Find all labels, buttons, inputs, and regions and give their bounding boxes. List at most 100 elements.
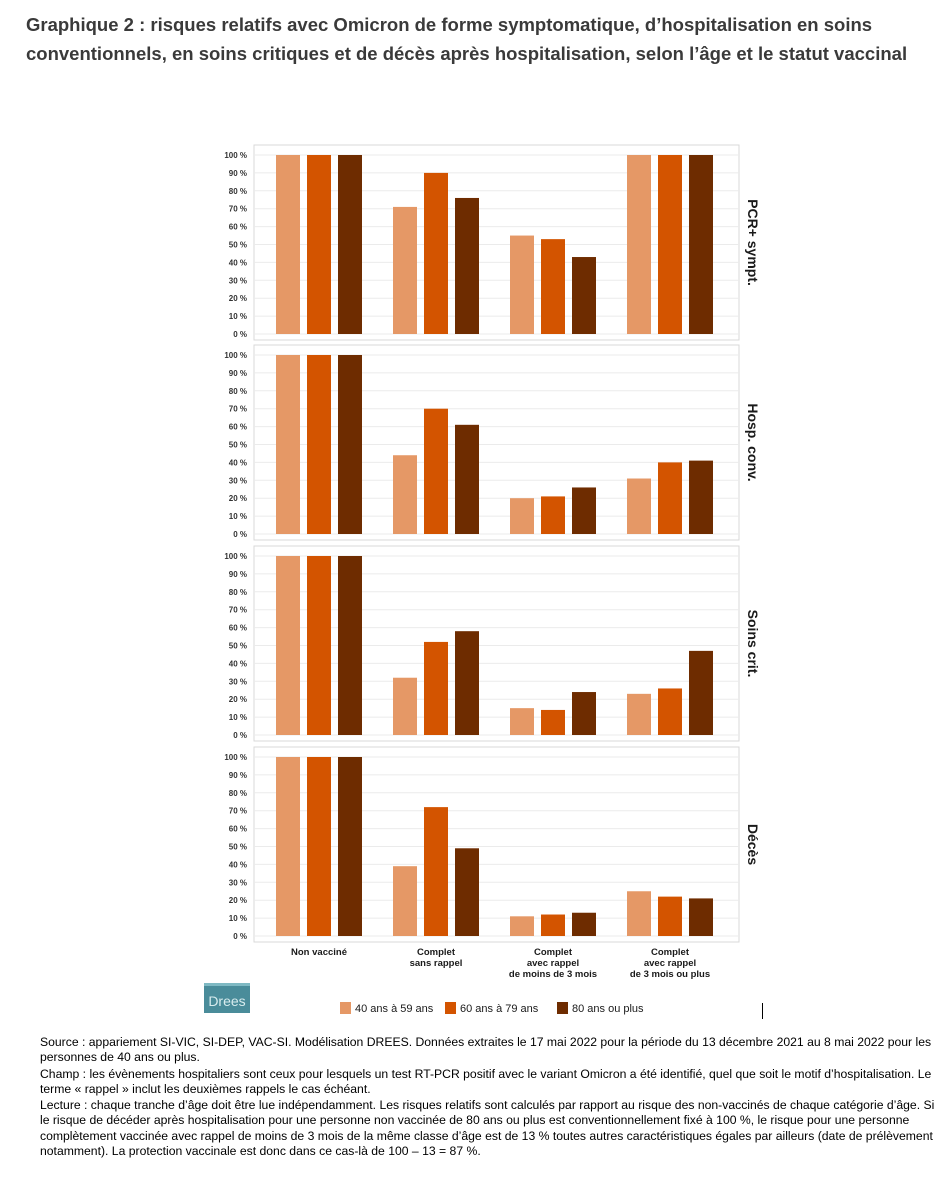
y-tick-label: 30 % [229, 878, 247, 887]
bar [541, 709, 565, 735]
bar [627, 693, 651, 735]
drees-logo: Drees [204, 983, 250, 1013]
y-tick-label: 10 % [229, 713, 247, 722]
bar [541, 914, 565, 936]
bar [393, 677, 417, 735]
x-tick-label: avec rappel [527, 958, 579, 969]
y-tick-label: 0 % [233, 330, 247, 339]
y-tick-label: 30 % [229, 276, 247, 285]
x-tick-label: de 3 mois ou plus [630, 969, 710, 980]
y-tick-label: 30 % [229, 677, 247, 686]
y-tick-label: 10 % [229, 914, 247, 923]
bar [689, 650, 713, 735]
bar [424, 172, 448, 334]
y-tick-label: 90 % [229, 570, 247, 579]
y-tick-label: 90 % [229, 771, 247, 780]
bar [338, 355, 362, 534]
bar [541, 496, 565, 534]
bar [627, 891, 651, 936]
y-tick-label: 70 % [229, 205, 247, 214]
x-tick-label: Complet [651, 947, 690, 958]
legend-label: 40 ans à 59 ans [355, 1003, 434, 1015]
x-tick-label: de moins de 3 mois [509, 969, 597, 980]
bar [627, 478, 651, 534]
y-tick-label: 80 % [229, 387, 247, 396]
bar [510, 498, 534, 534]
bar [393, 866, 417, 936]
bar [276, 355, 300, 534]
bar [455, 424, 479, 534]
x-tick-label: sans rappel [410, 958, 463, 969]
y-tick-label: 0 % [233, 731, 247, 740]
chart-notes: Source : appariement SI-VIC, SI-DEP, VAC… [40, 1035, 935, 1160]
y-tick-label: 60 % [229, 423, 247, 432]
legend-swatch [557, 1002, 568, 1014]
x-tick-label: Complet [417, 947, 456, 958]
bar [572, 257, 596, 334]
y-tick-label: 60 % [229, 624, 247, 633]
legend-swatch [445, 1002, 456, 1014]
legend-label: 80 ans ou plus [572, 1003, 644, 1015]
y-tick-label: 30 % [229, 476, 247, 485]
y-tick-label: 60 % [229, 825, 247, 834]
y-tick-label: 50 % [229, 241, 247, 250]
y-tick-label: 40 % [229, 258, 247, 267]
y-tick-label: 20 % [229, 896, 247, 905]
bar [627, 155, 651, 334]
bar [510, 708, 534, 735]
x-tick-label: Complet [534, 947, 573, 958]
y-tick-label: 20 % [229, 294, 247, 303]
bar [393, 455, 417, 534]
y-tick-label: 20 % [229, 695, 247, 704]
bar [276, 155, 300, 334]
bar [572, 912, 596, 936]
panel-label: Soins crit. [745, 610, 761, 678]
y-tick-label: 80 % [229, 588, 247, 597]
bar [658, 688, 682, 735]
bar [307, 757, 331, 936]
text-cursor [762, 1003, 763, 1019]
bar [510, 235, 534, 334]
bar [572, 692, 596, 735]
bar [689, 898, 713, 936]
y-tick-label: 40 % [229, 860, 247, 869]
y-tick-label: 40 % [229, 659, 247, 668]
panel-label: Décès [745, 824, 761, 865]
legend-swatch [340, 1002, 351, 1014]
bar [338, 556, 362, 735]
x-tick-label: Non vacciné [291, 947, 347, 958]
legend-label: 60 ans à 79 ans [460, 1003, 539, 1015]
bar [338, 757, 362, 936]
panel-label: Hosp. conv. [745, 403, 761, 481]
source-note: Source : appariement SI-VIC, SI-DEP, VAC… [40, 1035, 932, 1065]
bar-chart: 0 % 10 % 20 % 30 % 40 % 50 % 60 % 70 % 80 % 90 % 1… [224, 144, 761, 1015]
y-tick-label: 40 % [229, 458, 247, 467]
y-tick-label: 50 % [229, 642, 247, 651]
y-tick-label: 100 % [224, 351, 247, 360]
bar [510, 916, 534, 936]
bar [541, 239, 565, 334]
y-tick-label: 20 % [229, 494, 247, 503]
bar [307, 355, 331, 534]
y-tick-label: 50 % [229, 843, 247, 852]
x-tick-label: avec rappel [644, 958, 696, 969]
y-tick-label: 10 % [229, 312, 247, 321]
y-tick-label: 80 % [229, 187, 247, 196]
y-tick-label: 80 % [229, 789, 247, 798]
bar [424, 641, 448, 735]
bar [393, 206, 417, 334]
y-tick-label: 90 % [229, 169, 247, 178]
bar [572, 487, 596, 534]
y-tick-label: 50 % [229, 441, 247, 450]
y-tick-label: 70 % [229, 807, 247, 816]
y-tick-label: 90 % [229, 369, 247, 378]
bar [338, 155, 362, 334]
bar [307, 155, 331, 334]
bar [689, 155, 713, 334]
bar [307, 556, 331, 735]
bar [658, 462, 682, 534]
bar [276, 556, 300, 735]
bar [455, 848, 479, 936]
page-title: Graphique 2 : risques relatifs avec Omic… [26, 14, 908, 64]
bar [455, 631, 479, 735]
